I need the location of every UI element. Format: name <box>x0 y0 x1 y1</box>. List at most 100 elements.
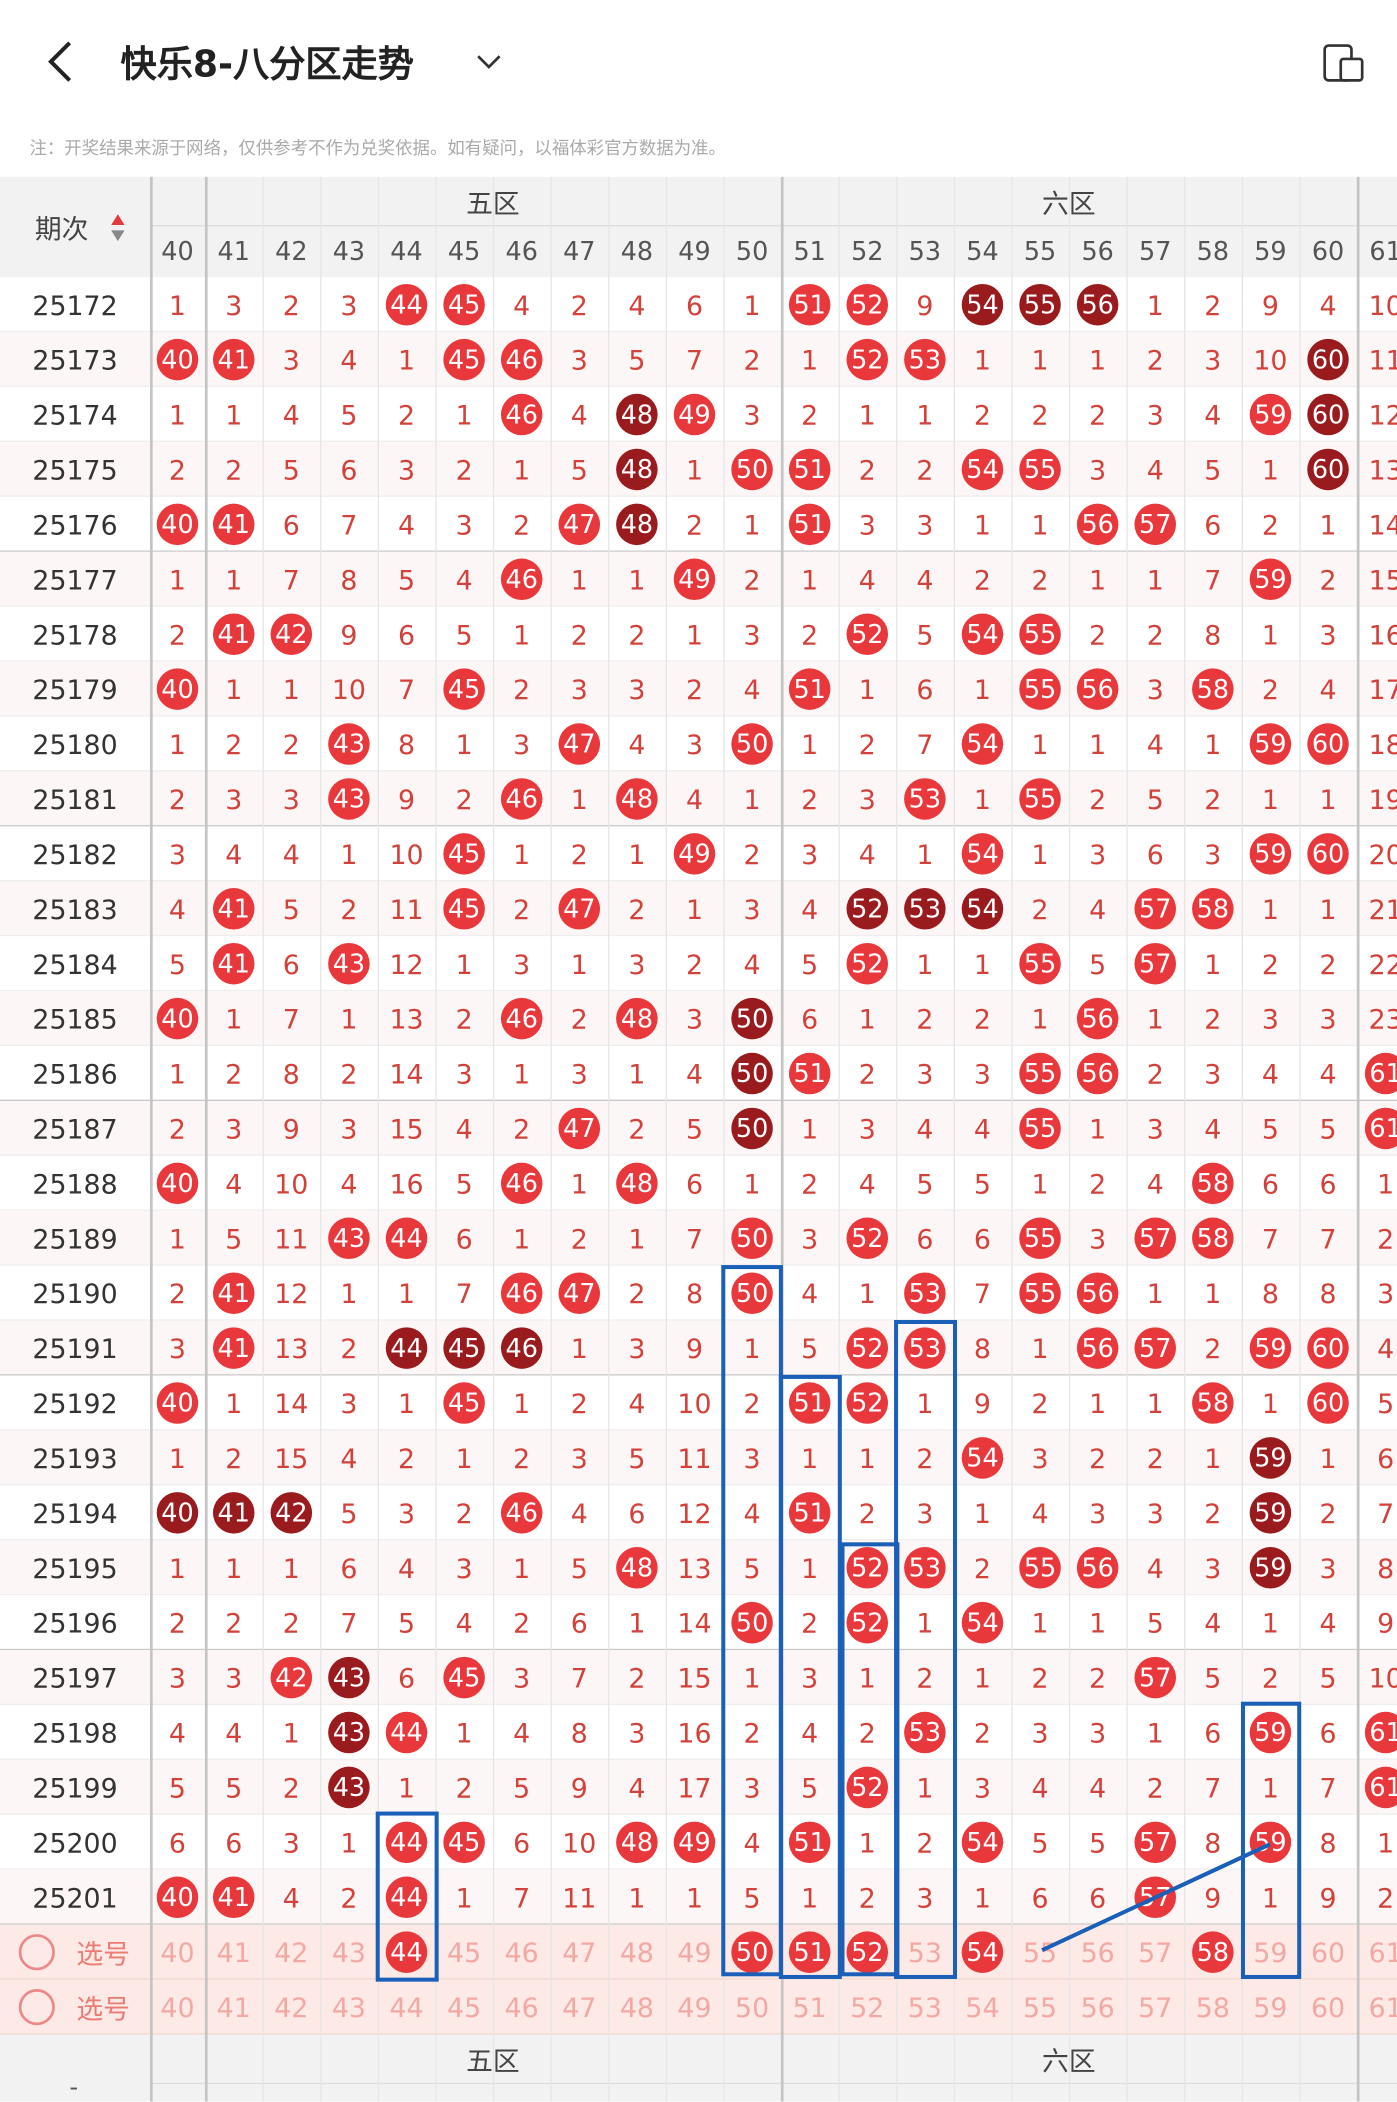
cell: 1 <box>455 1716 473 1749</box>
cell: 40 <box>150 1870 205 1925</box>
cell: 54 <box>954 717 1012 772</box>
cell: 6 <box>1204 1716 1222 1749</box>
back-button[interactable] <box>40 38 80 86</box>
hit-ball: 54 <box>961 448 1004 491</box>
period: 25173 <box>32 343 118 376</box>
cell: 53 <box>907 1991 942 2024</box>
cell: 1 <box>628 1606 646 1639</box>
cell: 44 <box>378 1925 436 1980</box>
hit-ball: 43 <box>328 1217 370 1260</box>
cell: 48 <box>608 497 666 552</box>
v-line <box>1356 176 1360 2102</box>
cell: 43 <box>320 717 378 772</box>
h-line <box>0 330 1397 333</box>
number-header: 44 <box>390 236 423 266</box>
hit-ball: 51 <box>788 283 831 326</box>
cell: 1 <box>570 1332 588 1365</box>
hit-ball: 46 <box>500 338 543 381</box>
cell: 6 <box>1146 837 1164 870</box>
cell: 6 <box>685 288 704 321</box>
cell: 9 <box>1377 1606 1395 1639</box>
cell: 40 <box>150 991 205 1046</box>
cell: 4 <box>858 1167 876 1200</box>
select-radio[interactable] <box>18 1934 55 1971</box>
h-line <box>0 1154 1397 1156</box>
hit-ball: 45 <box>443 888 485 930</box>
cell: 58 <box>1184 1211 1242 1266</box>
cell: 1 <box>916 1386 934 1420</box>
cell: 2 <box>168 1112 186 1145</box>
number-header: 55 <box>1023 236 1057 266</box>
cell: 3 <box>513 1661 531 1694</box>
select-label[interactable]: 选号 <box>76 1938 130 1971</box>
cell: 55 <box>1011 607 1069 662</box>
cell: 3 <box>1146 398 1164 431</box>
hit-ball: 57 <box>1134 1327 1177 1369</box>
cell: 15 <box>389 1112 424 1145</box>
repeat-ball: 54 <box>961 888 1004 930</box>
cell: 1 <box>685 453 704 486</box>
cell: 52 <box>838 1376 896 1431</box>
hit-ball: 55 <box>1019 448 1061 491</box>
cell: 2 <box>1031 1661 1049 1694</box>
cell: 2 <box>1319 563 1337 596</box>
hit-ball: 53 <box>904 1711 946 1754</box>
cell: 53 <box>896 1705 954 1760</box>
cell: 3 <box>916 1057 934 1090</box>
cell: 3 <box>513 947 531 980</box>
v-line <box>1011 176 1013 2102</box>
h-line <box>0 1703 1397 1706</box>
row-bg <box>0 277 1397 333</box>
cell: 5 <box>1146 782 1164 816</box>
dropdown-icon[interactable] <box>474 51 503 72</box>
cell: 46 <box>504 1991 539 2024</box>
period: 25181 <box>32 782 118 816</box>
select-label[interactable]: 选号 <box>76 1993 130 2026</box>
repeat-ball: 54 <box>961 283 1004 326</box>
cell: 3 <box>743 892 761 925</box>
cell: 60 <box>1299 1376 1357 1431</box>
cell: 1 <box>1146 563 1164 596</box>
cell: 4 <box>628 1771 646 1804</box>
cell: 53 <box>896 1321 954 1376</box>
cell: 47 <box>550 1266 608 1321</box>
cell: 3 <box>628 947 646 980</box>
device-icon[interactable] <box>1321 40 1369 86</box>
cell: 2 <box>455 782 473 816</box>
cell: 2 <box>801 782 819 816</box>
cell: 7 <box>340 1606 358 1639</box>
cell: 2 <box>916 1661 934 1694</box>
cell: 5 <box>225 1771 243 1804</box>
repeat-ball: 48 <box>616 393 658 436</box>
hit-ball: 59 <box>1249 1711 1292 1754</box>
v-line <box>320 176 322 2102</box>
cell: 2 <box>282 1771 300 1804</box>
cell: 43 <box>320 1211 378 1266</box>
cell: 41 <box>205 1485 263 1540</box>
cell: 3 <box>1377 1277 1395 1310</box>
select-radio[interactable] <box>18 1989 55 2026</box>
cell: 9 <box>1204 1881 1222 1914</box>
hit-ball: 48 <box>616 778 658 820</box>
cell: 5 <box>743 1551 761 1584</box>
page-title[interactable]: 快乐8-八分区走势 <box>120 44 414 86</box>
cell: 58 <box>1184 662 1242 717</box>
cell: 2 <box>455 1002 473 1035</box>
h-line <box>0 1044 1397 1047</box>
cell: 56 <box>1069 1266 1127 1321</box>
hit-ball: 47 <box>558 503 601 546</box>
cell: 3 <box>570 343 588 376</box>
cell: 3 <box>1089 837 1107 870</box>
cell: 2 <box>513 892 531 925</box>
cell: 5 <box>397 1606 416 1639</box>
cell: 2 <box>1261 947 1279 980</box>
cell: 47 <box>562 1991 597 2024</box>
cell: 50 <box>723 1101 781 1156</box>
cell: 4 <box>397 508 416 541</box>
number-header: 57 <box>1139 236 1172 266</box>
hit-ball: 55 <box>1019 778 1061 820</box>
cell: 3 <box>916 1496 934 1529</box>
cell: 2 <box>973 1002 991 1035</box>
cell: 2 <box>225 453 243 486</box>
cell: 40 <box>150 1156 205 1211</box>
